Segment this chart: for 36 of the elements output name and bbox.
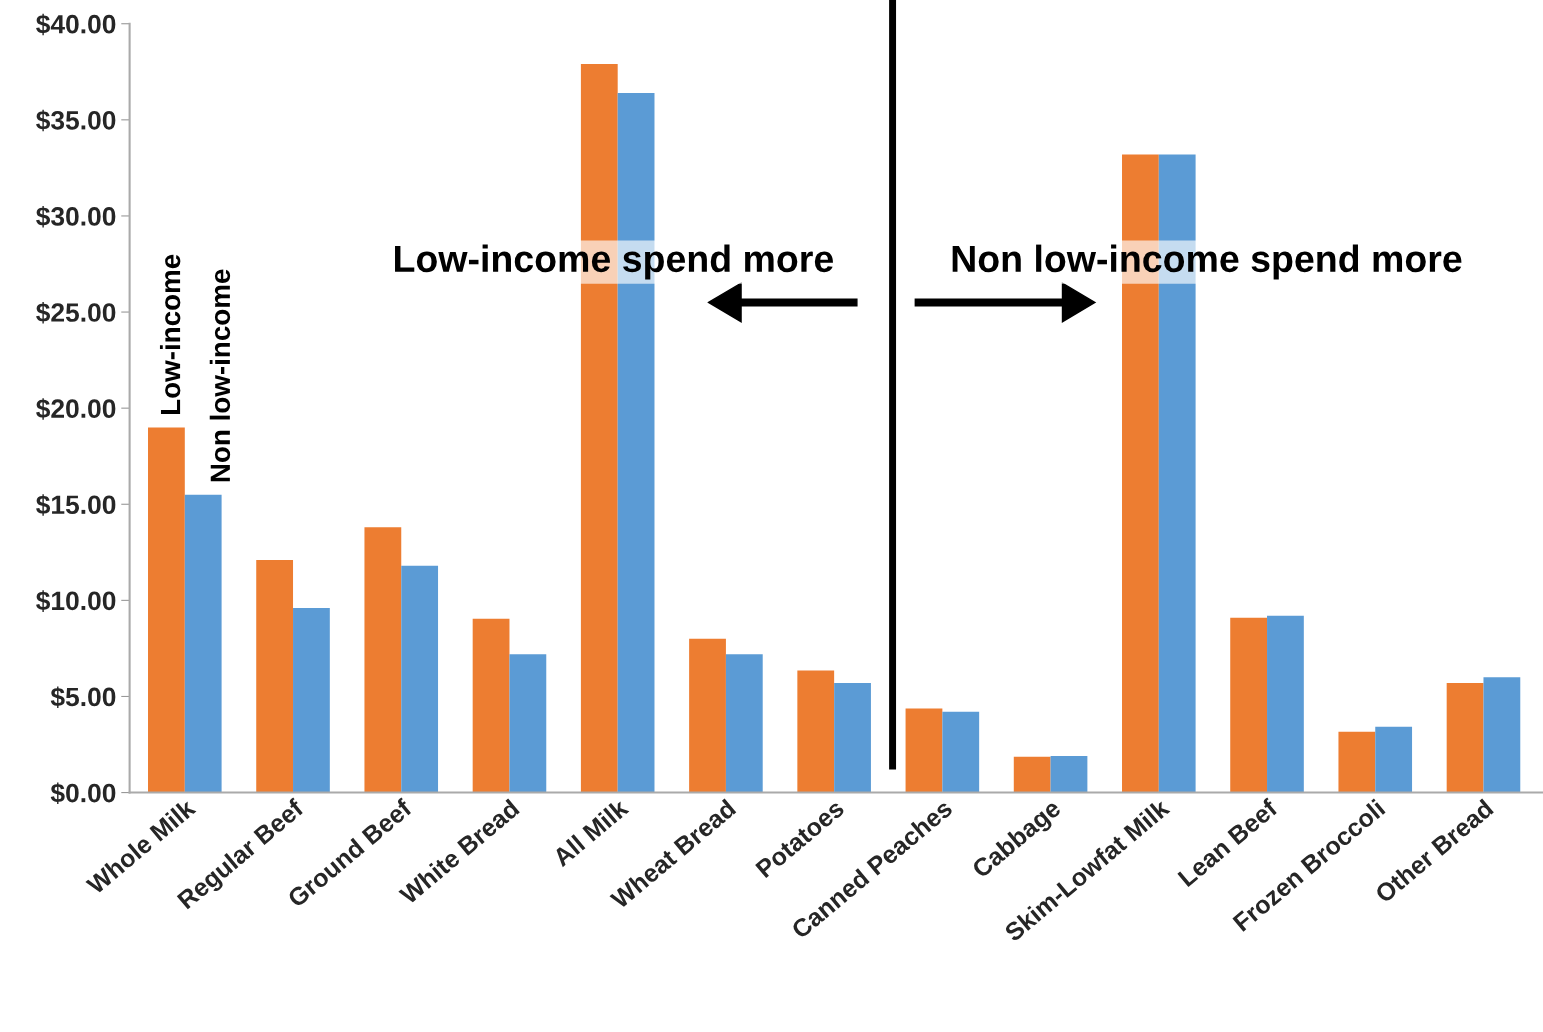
y-tick-label: $25.00	[36, 302, 116, 324]
bar	[725, 654, 763, 793]
y-tick-label: $40.00	[36, 13, 116, 36]
y-tick-label: $15.00	[36, 494, 116, 516]
bar	[184, 494, 222, 793]
bar	[509, 654, 547, 793]
bar	[1230, 617, 1268, 793]
y-tick-label: $10.00	[36, 590, 116, 612]
bar	[364, 527, 402, 793]
bar	[834, 683, 871, 793]
bar	[293, 608, 330, 793]
y-tick-label: $30.00	[36, 205, 116, 228]
y-tick-label: $35.00	[36, 109, 116, 132]
bar	[1375, 726, 1413, 793]
bar	[1050, 756, 1088, 793]
bar	[1013, 756, 1051, 793]
bar	[689, 638, 726, 793]
bar	[797, 670, 835, 793]
text: Non low-income	[209, 269, 231, 482]
bar	[148, 427, 185, 793]
bar	[256, 560, 294, 793]
y-tick-label: $20.00	[36, 398, 116, 420]
annotation: Low-income spend more	[395, 244, 833, 280]
annotation: Non low-income spend more	[952, 244, 1462, 280]
bar	[1267, 615, 1304, 793]
bar	[1483, 677, 1521, 793]
x-tick-label: All Milk	[551, 797, 630, 868]
bar	[1338, 731, 1376, 793]
bar	[905, 708, 943, 793]
text: Low-income	[159, 254, 181, 414]
y-tick-label: $5.00	[50, 686, 116, 708]
bar	[401, 565, 439, 793]
bar	[942, 711, 980, 793]
bar	[1446, 683, 1484, 793]
bar	[472, 618, 510, 793]
y-tick-label: $0.00	[50, 782, 116, 805]
